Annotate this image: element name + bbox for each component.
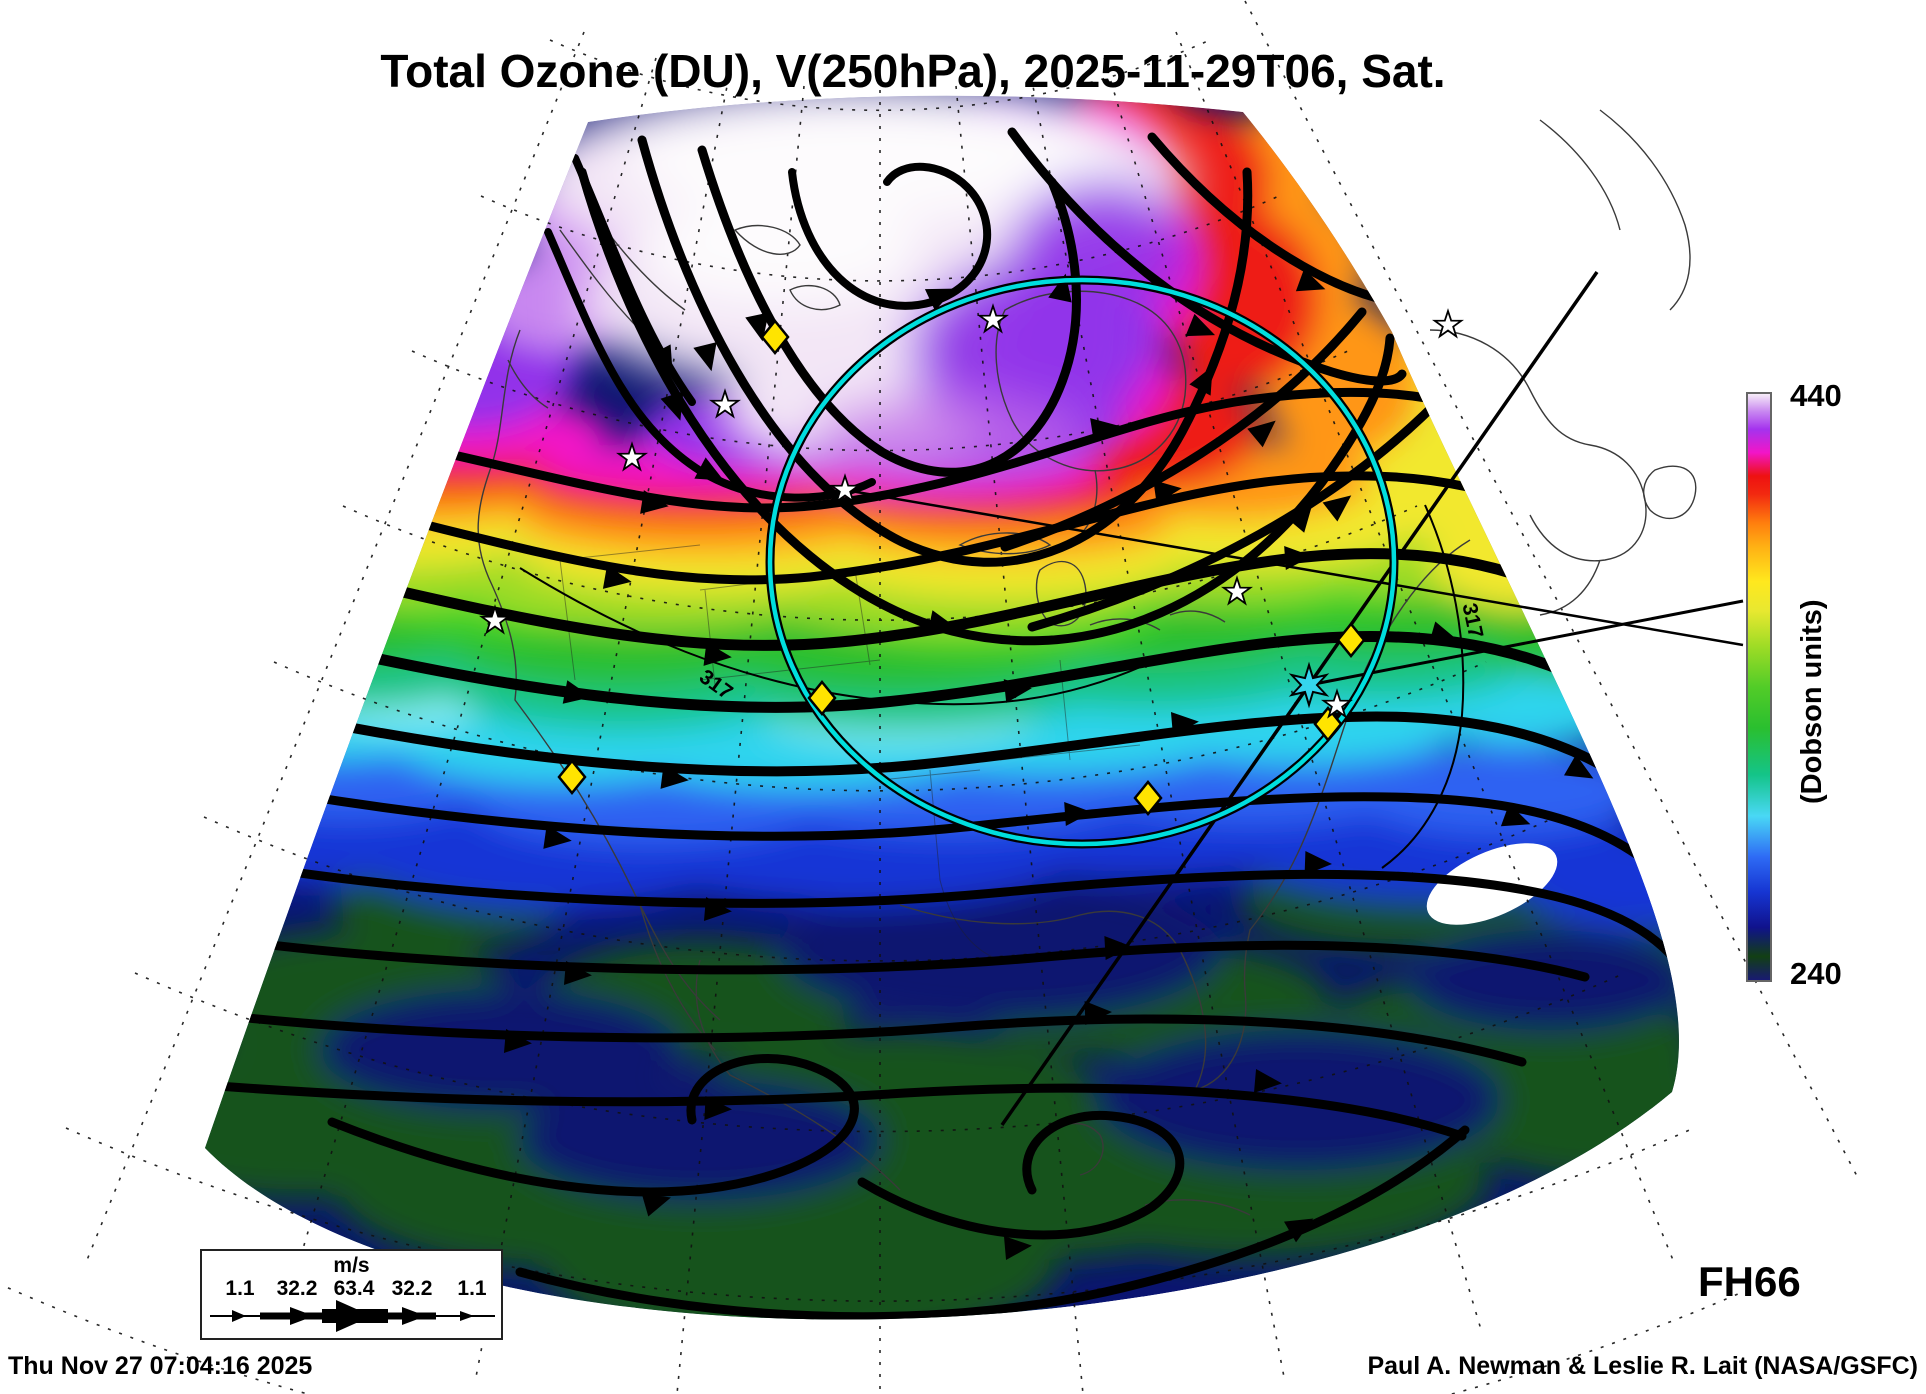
wind-streamlines bbox=[213, 127, 1679, 1320]
generation-timestamp: Thu Nov 27 07:04:16 2025 bbox=[8, 1352, 313, 1380]
wind-legend-values: 1.1 32.2 63.4 32.2 1.1 bbox=[202, 1277, 501, 1300]
station-diamond-marker bbox=[1313, 706, 1343, 742]
wind-legend-value: 63.4 bbox=[333, 1277, 375, 1300]
colorbar-axis-label: (Dobson units) bbox=[1796, 599, 1828, 804]
forecast-hour-label: FH66 bbox=[1698, 1258, 1801, 1305]
wind-legend-value: 1.1 bbox=[457, 1277, 487, 1300]
station-diamond-marker bbox=[1133, 780, 1163, 816]
colorbar-max-tick: 440 bbox=[1790, 378, 1842, 413]
wind-speed-legend: m/s 1.1 32.2 63.4 32.2 1.1 bbox=[200, 1249, 503, 1340]
wind-legend-value: 32.2 bbox=[276, 1277, 318, 1300]
station-diamond-marker bbox=[760, 319, 790, 355]
range-ring bbox=[765, 275, 1399, 849]
station-star-marker bbox=[829, 473, 861, 504]
wind-legend-unit: m/s bbox=[333, 1254, 370, 1277]
colorbar bbox=[1746, 392, 1772, 982]
site-star-marker bbox=[1288, 661, 1330, 709]
range-ring-circle bbox=[767, 277, 1397, 847]
station-star-marker bbox=[977, 303, 1009, 334]
station-star-marker bbox=[616, 441, 648, 472]
coastlines bbox=[477, 109, 1697, 1216]
ozone-field bbox=[205, 95, 1679, 1320]
station-diamond-marker bbox=[557, 759, 587, 795]
wind-legend-value: 32.2 bbox=[391, 1277, 433, 1300]
station-diamond-marker bbox=[1336, 622, 1366, 658]
station-star-marker bbox=[709, 388, 741, 419]
station-markers bbox=[479, 303, 1464, 816]
station-star-marker bbox=[1432, 308, 1464, 339]
wind-legend-arrow-scale bbox=[210, 1300, 495, 1332]
ground-track-lines bbox=[844, 270, 1744, 1127]
chart-title: Total Ozone (DU), V(250hPa), 2025-11-29T… bbox=[380, 45, 1446, 97]
station-star-marker bbox=[1321, 688, 1353, 719]
wind-legend-value: 1.1 bbox=[225, 1277, 255, 1300]
colorbar-min-tick: 240 bbox=[1790, 956, 1842, 991]
station-star-marker bbox=[1221, 575, 1253, 606]
station-diamond-marker bbox=[807, 680, 837, 716]
credit-text: Paul A. Newman & Leslie R. Lait (NASA/GS… bbox=[1367, 1352, 1918, 1380]
station-star-marker bbox=[479, 604, 511, 635]
